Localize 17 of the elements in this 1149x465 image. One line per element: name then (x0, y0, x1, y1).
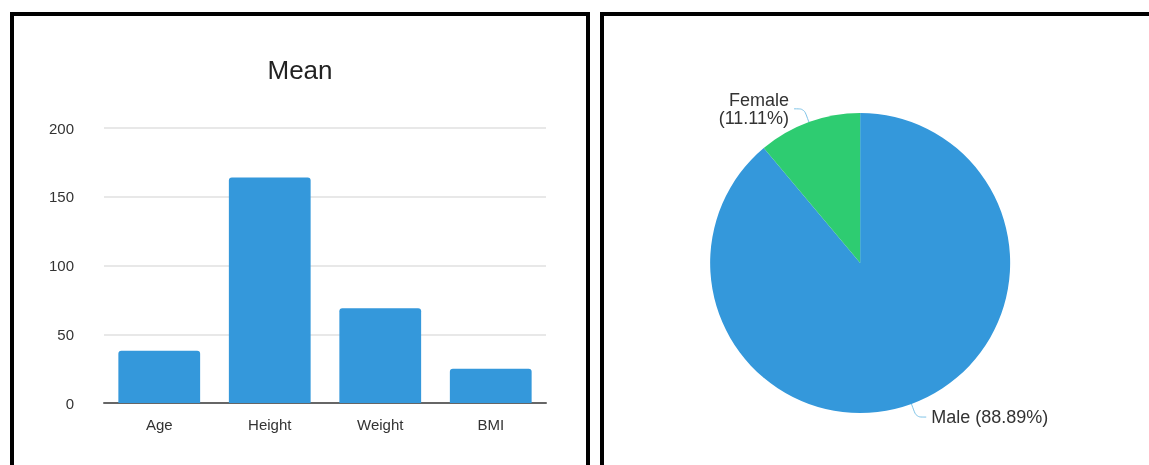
bar (339, 308, 422, 403)
x-tick-label: BMI (477, 416, 505, 433)
y-tick-label: 100 (48, 257, 74, 274)
y-tick-label: 0 (65, 394, 74, 412)
x-tick-label: Height (248, 416, 293, 433)
slice-label: Male (88.89%) (931, 407, 1049, 428)
data-label: (11.11%) (718, 107, 790, 128)
y-tick-label: 200 (48, 119, 74, 137)
bar (228, 177, 311, 403)
x-tick-label: Weight (357, 416, 405, 433)
y-tick-label: 150 (48, 188, 74, 206)
bar (118, 350, 201, 403)
y-tick-label: 50 (57, 325, 74, 343)
chart-title: Mean (267, 55, 333, 85)
bar (449, 368, 532, 403)
x-tick-label: Age (145, 416, 173, 433)
slice-label: Female (729, 89, 790, 110)
